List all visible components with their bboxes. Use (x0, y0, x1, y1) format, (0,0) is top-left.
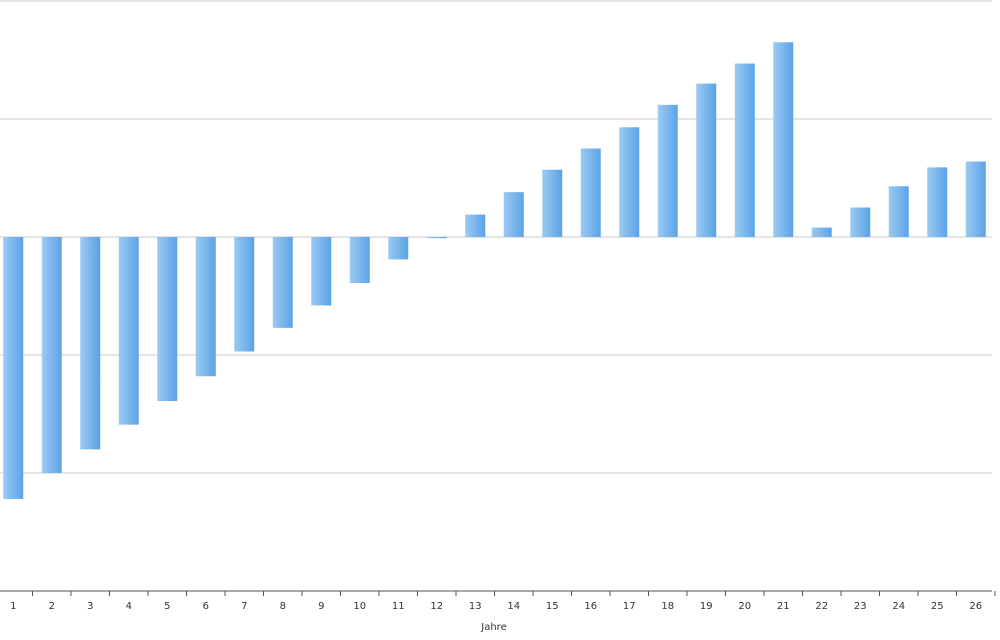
bar (157, 237, 178, 402)
x-tick-label: 18 (661, 601, 674, 612)
x-tick-label: 12 (430, 601, 443, 612)
x-axis-label: Jahre (480, 622, 506, 633)
x-tick-label: 1 (10, 601, 16, 612)
x-tick-label: 8 (280, 601, 286, 612)
x-tick-label: 3 (87, 601, 93, 612)
bar (811, 227, 832, 237)
x-tick-label: 9 (318, 601, 324, 612)
bar (349, 237, 370, 284)
bar (80, 237, 101, 450)
bar (580, 148, 601, 237)
bar (696, 83, 717, 237)
bar (927, 167, 948, 237)
x-tick-label: 23 (854, 601, 867, 612)
bar (657, 104, 678, 237)
x-tick-label: 14 (507, 601, 520, 612)
x-tick-label: 16 (584, 601, 597, 612)
x-tick-label: 15 (546, 601, 559, 612)
bar (118, 237, 139, 425)
bar (542, 169, 563, 237)
x-tick-label: 5 (164, 601, 170, 612)
bar (965, 161, 986, 237)
bar (503, 192, 524, 237)
bar (850, 207, 871, 237)
x-tick-label: 21 (777, 601, 790, 612)
bar (272, 237, 293, 328)
x-tick-label: 10 (353, 601, 366, 612)
x-tick-label: 20 (738, 601, 751, 612)
bar (734, 63, 755, 237)
bar (311, 237, 332, 306)
bar (195, 237, 216, 377)
bar (773, 42, 794, 237)
x-tick-label: 11 (392, 601, 405, 612)
x-tick-label: 25 (931, 601, 944, 612)
x-tick-label: 26 (969, 601, 982, 612)
bar (234, 237, 255, 352)
x-tick-label: 17 (623, 601, 636, 612)
x-tick-label: 13 (469, 601, 482, 612)
x-tick-label: 6 (203, 601, 209, 612)
x-tick-label: 22 (815, 601, 828, 612)
x-tick-label: 4 (126, 601, 132, 612)
x-tick-label: 19 (700, 601, 713, 612)
bar (888, 186, 909, 237)
bar (41, 237, 62, 473)
bar (388, 237, 409, 260)
x-tick-label: 2 (49, 601, 55, 612)
bar (426, 237, 447, 239)
bar (619, 127, 640, 237)
x-tick-label: 7 (241, 601, 247, 612)
bar (465, 214, 486, 237)
x-tick-label: 24 (892, 601, 905, 612)
bar (3, 237, 24, 499)
